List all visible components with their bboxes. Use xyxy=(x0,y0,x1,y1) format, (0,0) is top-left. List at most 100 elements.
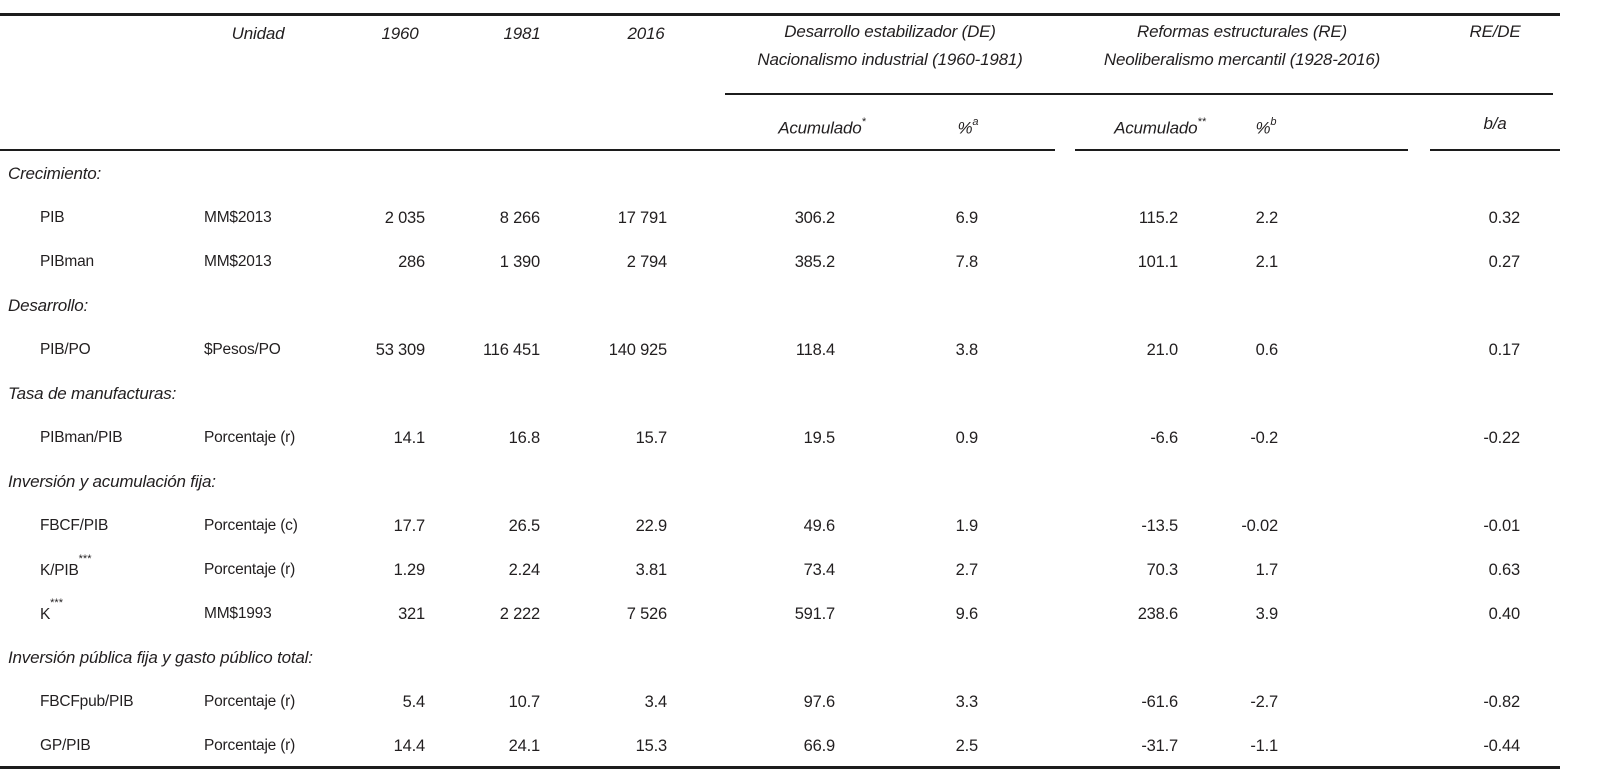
subheader-de-percent: %a xyxy=(957,114,978,139)
footnote-marker-triple-asterisk: *** xyxy=(50,596,63,609)
de-acumulado-cell: 591.7 xyxy=(794,604,835,623)
section-row: Inversión y acumulación fija: xyxy=(0,460,1560,504)
re-percent-cell: 2.2 xyxy=(1255,208,1279,227)
subheader-underline-ratio xyxy=(1430,149,1560,151)
de-acumulado-cell: 97.6 xyxy=(803,692,836,711)
ratio-cell: 0.27 xyxy=(1488,252,1521,271)
re-acumulado-cell: 115.2 xyxy=(1138,208,1178,227)
re-percent-cell: 3.9 xyxy=(1255,604,1279,623)
group-header-re-line1: Reformas estructurales (RE) xyxy=(1137,22,1347,41)
ratio-cell: -0.82 xyxy=(1483,692,1520,711)
footnote-marker-triple-asterisk: *** xyxy=(78,552,92,565)
unit-cell: Porcentaje (c) xyxy=(204,517,298,534)
table-row: GP/PIB Porcentaje (r) 14.4 24.1 15.3 66.… xyxy=(0,724,1560,768)
de-percent-cell: 2.7 xyxy=(955,560,979,579)
de-percent-cell: 0.9 xyxy=(955,428,979,447)
re-percent-cell: -0.2 xyxy=(1250,428,1278,447)
section-label: Inversión pública fija y gasto público t… xyxy=(8,648,313,667)
re-acumulado-cell: 238.6 xyxy=(1137,604,1178,623)
table-row: PIBman/PIB Porcentaje (r) 14.1 16.8 15.7… xyxy=(0,416,1560,460)
re-acumulado-cell: -31.7 xyxy=(1141,736,1178,755)
value-2016-cell: 3.81 xyxy=(635,560,668,579)
ratio-cell: -0.22 xyxy=(1483,428,1520,447)
value-1960-cell: 17.7 xyxy=(393,516,426,535)
value-2016-cell: 17 791 xyxy=(617,208,667,227)
de-acumulado-cell: 19.5 xyxy=(803,428,836,447)
table-body: Crecimiento: PIB MM$2013 2 035 8 266 17 … xyxy=(0,152,1560,768)
column-header-2016: 2016 xyxy=(627,24,665,43)
section-label: Tasa de manufacturas: xyxy=(8,384,177,403)
unit-cell: MM$2013 xyxy=(204,253,272,270)
value-1960-cell: 2 035 xyxy=(384,208,425,227)
section-row: Crecimiento: xyxy=(0,152,1560,196)
subheader-re-percent-text: % xyxy=(1255,118,1271,138)
column-header-1981: 1981 xyxy=(503,24,541,43)
table-row: PIBman MM$2013 286 1 390 2 794 385.2 7.8… xyxy=(0,240,1560,284)
group-header-de-line2: Nacionalismo industrial (1960-1981) xyxy=(757,50,1023,69)
re-acumulado-cell: -6.6 xyxy=(1150,428,1178,447)
subheader-de-acumulado: Acumulado* xyxy=(778,114,866,139)
unit-cell: $Pesos/PO xyxy=(204,341,281,358)
ratio-cell: -0.44 xyxy=(1483,736,1520,755)
de-acumulado-cell: 385.2 xyxy=(794,252,835,271)
de-acumulado-cell: 66.9 xyxy=(803,736,836,755)
column-header-1960: 1960 xyxy=(381,24,419,43)
value-2016-cell: 140 925 xyxy=(608,340,667,359)
unit-cell: Porcentaje (r) xyxy=(204,693,296,710)
de-percent-cell: 6.9 xyxy=(955,208,979,227)
section-row: Desarrollo: xyxy=(0,284,1560,328)
value-1981-cell: 2 222 xyxy=(499,604,540,623)
row-label-cell: K*** xyxy=(0,597,200,624)
de-percent-cell: 1.9 xyxy=(955,516,979,535)
ratio-cell: 0.40 xyxy=(1488,604,1521,623)
value-1981-cell: 2.24 xyxy=(508,560,541,579)
value-2016-cell: 15.7 xyxy=(635,428,668,447)
subheader-re-acumulado-text: Acumulado xyxy=(1114,118,1198,138)
group-header-re-line2: Neoliberalismo mercantil (1928-2016) xyxy=(1103,50,1381,69)
value-2016-cell: 7 526 xyxy=(626,604,667,623)
de-acumulado-cell: 49.6 xyxy=(803,516,836,535)
row-label-cell: FBCF/PIB xyxy=(40,517,109,534)
de-acumulado-cell: 73.4 xyxy=(803,560,836,579)
value-1960-cell: 5.4 xyxy=(402,692,426,711)
unit-cell: MM$1993 xyxy=(204,605,272,622)
de-percent-cell: 7.8 xyxy=(955,252,979,271)
value-2016-cell: 15.3 xyxy=(635,736,668,755)
group-header-re-de-ratio: RE/DE xyxy=(1469,22,1521,41)
row-label-cell: PIBman/PIB xyxy=(40,429,123,446)
re-percent-cell: -1.1 xyxy=(1250,736,1278,755)
de-percent-cell: 9.6 xyxy=(955,604,979,623)
value-1981-cell: 16.8 xyxy=(508,428,541,447)
row-label-cell: FBCFpub/PIB xyxy=(40,693,134,710)
value-1981-cell: 26.5 xyxy=(508,516,541,535)
re-acumulado-cell: 70.3 xyxy=(1146,560,1179,579)
row-label-text: K/PIB xyxy=(40,562,79,580)
ratio-cell: 0.17 xyxy=(1488,340,1521,359)
section-label: Desarrollo: xyxy=(8,296,88,315)
re-acumulado-cell: 101.1 xyxy=(1137,252,1178,271)
row-label-cell: GP/PIB xyxy=(40,737,91,754)
footnote-marker-b: b xyxy=(1270,116,1277,128)
table-top-rule xyxy=(0,13,1560,16)
subheader-re-percent: %b xyxy=(1255,114,1276,139)
re-acumulado-cell: -13.5 xyxy=(1141,516,1178,535)
subheader-b-over-a: b/a xyxy=(1483,114,1507,133)
value-1960-cell: 321 xyxy=(398,604,425,623)
unit-cell: Porcentaje (r) xyxy=(204,561,296,578)
re-percent-cell: -2.7 xyxy=(1250,692,1278,711)
de-percent-cell: 3.8 xyxy=(955,340,979,359)
value-1981-cell: 1 390 xyxy=(499,252,540,271)
table-row: FBCF/PIB Porcentaje (c) 17.7 26.5 22.9 4… xyxy=(0,504,1560,548)
value-1981-cell: 116 451 xyxy=(482,340,540,359)
column-header-unidad: Unidad xyxy=(231,24,285,43)
value-1981-cell: 10.7 xyxy=(508,692,541,711)
re-percent-cell: 2.1 xyxy=(1255,252,1279,271)
de-acumulado-cell: 118.4 xyxy=(795,340,835,359)
table-row: PIB MM$2013 2 035 8 266 17 791 306.2 6.9… xyxy=(0,196,1560,240)
value-1960-cell: 1.29 xyxy=(393,560,426,579)
value-1960-cell: 14.4 xyxy=(393,736,426,755)
de-percent-cell: 2.5 xyxy=(955,736,979,755)
table-row: K/PIB*** Porcentaje (r) 1.29 2.24 3.81 7… xyxy=(0,548,1560,592)
table-row: K*** MM$1993 321 2 222 7 526 591.7 9.6 2… xyxy=(0,592,1560,636)
